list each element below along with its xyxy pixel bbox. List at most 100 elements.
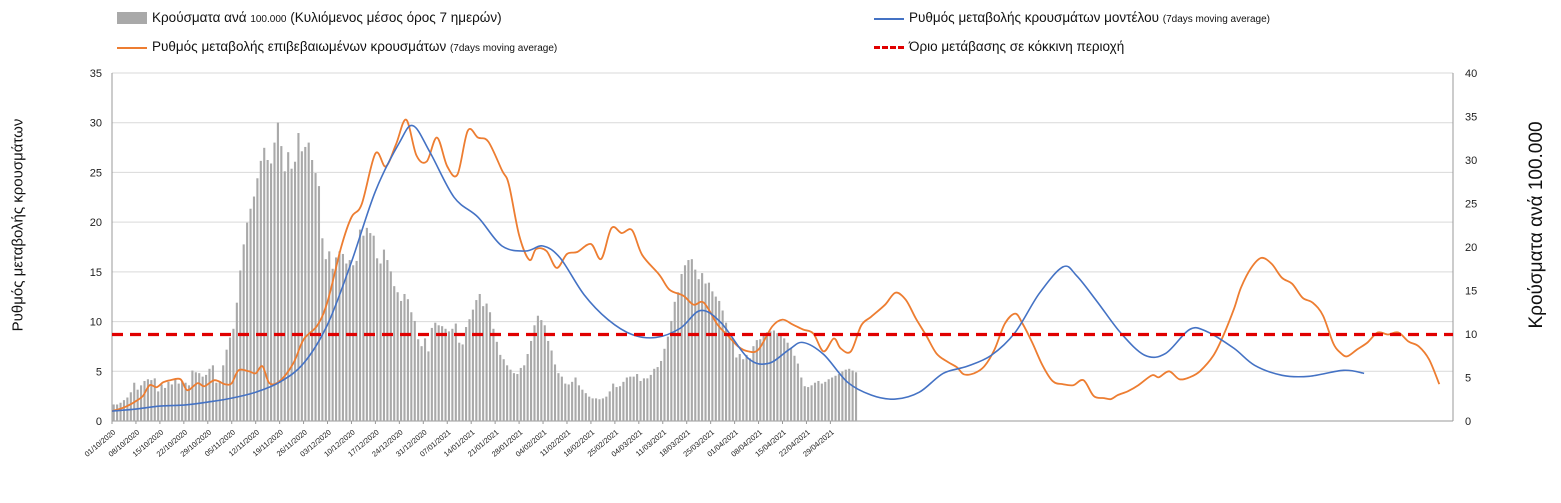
- bar: [129, 392, 132, 421]
- bar: [444, 328, 447, 421]
- bar: [311, 160, 314, 421]
- bar: [738, 354, 741, 421]
- bar: [711, 291, 714, 421]
- bar: [813, 382, 817, 421]
- bar: [468, 319, 471, 421]
- bar: [400, 300, 403, 421]
- legend-swatch-confirmed: [117, 47, 147, 49]
- bar: [215, 382, 218, 421]
- bar: [307, 142, 310, 421]
- bar: [571, 381, 574, 421]
- bar: [789, 347, 793, 421]
- bar: [287, 152, 290, 422]
- bar: [341, 253, 344, 421]
- bar: [406, 299, 409, 421]
- bar: [560, 376, 563, 421]
- bar: [273, 142, 276, 421]
- bar: [714, 296, 717, 421]
- bar: [485, 303, 488, 421]
- bar: [800, 377, 803, 421]
- bar: [762, 334, 765, 421]
- bar: [759, 339, 762, 421]
- bar: [618, 386, 622, 421]
- bar: [492, 328, 495, 421]
- bar: [659, 360, 663, 421]
- bar: [290, 168, 293, 421]
- bar: [259, 160, 262, 421]
- bar: [755, 340, 758, 421]
- bar: [447, 331, 451, 421]
- bar: [187, 385, 191, 421]
- bar: [724, 322, 728, 421]
- bar: [249, 208, 252, 421]
- bar: [584, 393, 587, 421]
- bar: [430, 327, 433, 421]
- bar: [540, 320, 543, 421]
- bar: [119, 402, 122, 421]
- confirmed-rate-line: [111, 118, 1441, 412]
- bar: [557, 373, 560, 421]
- bar: [769, 331, 772, 421]
- bar: [471, 309, 474, 421]
- bar: [810, 385, 813, 421]
- bar: [276, 122, 279, 421]
- bar: [174, 379, 177, 421]
- bar: [263, 147, 266, 421]
- bar: [413, 320, 416, 421]
- bar: [143, 380, 146, 421]
- bar: [112, 404, 115, 421]
- y-tick-label-right: 30: [1465, 155, 1477, 167]
- y-tick-label-left: 30: [90, 118, 102, 130]
- bar: [742, 359, 745, 421]
- bar: [731, 338, 734, 421]
- y-tick-label-left: 10: [90, 317, 102, 329]
- bar: [372, 235, 375, 421]
- bar: [338, 251, 341, 421]
- bar: [396, 292, 399, 421]
- bar: [136, 389, 139, 421]
- bar: [328, 251, 331, 421]
- bar: [386, 260, 389, 421]
- bar: [509, 369, 512, 421]
- bar: [321, 238, 324, 421]
- bar: [577, 385, 581, 421]
- bar: [266, 160, 269, 421]
- bar: [591, 398, 594, 421]
- y-tick-label-right: 0: [1465, 416, 1471, 428]
- model-rate-line: [111, 124, 1365, 412]
- bar: [495, 341, 498, 421]
- bar: [553, 364, 557, 421]
- bar: [673, 301, 676, 421]
- bar: [827, 379, 830, 421]
- y-tick-label-left: 20: [90, 217, 102, 229]
- bar: [293, 161, 297, 422]
- bar: [766, 332, 769, 421]
- bar: [478, 293, 481, 421]
- bar: [417, 339, 420, 421]
- y-tick-label-right: 40: [1465, 68, 1477, 80]
- bar: [167, 381, 170, 421]
- bar: [670, 320, 673, 421]
- bar: [718, 300, 721, 421]
- bar: [745, 354, 748, 421]
- bar: [150, 380, 153, 421]
- bar: [369, 233, 372, 421]
- bar: [656, 367, 659, 421]
- bar: [324, 259, 327, 421]
- bar: [663, 348, 666, 421]
- bar: [574, 377, 577, 421]
- bar: [519, 367, 522, 421]
- bar: [629, 376, 632, 421]
- bar: [423, 338, 427, 421]
- y-tick-label-right: 35: [1465, 112, 1477, 124]
- bar: [807, 387, 810, 421]
- bar: [837, 374, 841, 421]
- bar: [817, 380, 820, 421]
- bar: [304, 146, 307, 421]
- bar: [140, 385, 143, 421]
- bar: [482, 306, 485, 421]
- bar: [358, 229, 362, 421]
- bar: [824, 381, 827, 421]
- bar: [588, 396, 591, 421]
- bar: [526, 354, 529, 421]
